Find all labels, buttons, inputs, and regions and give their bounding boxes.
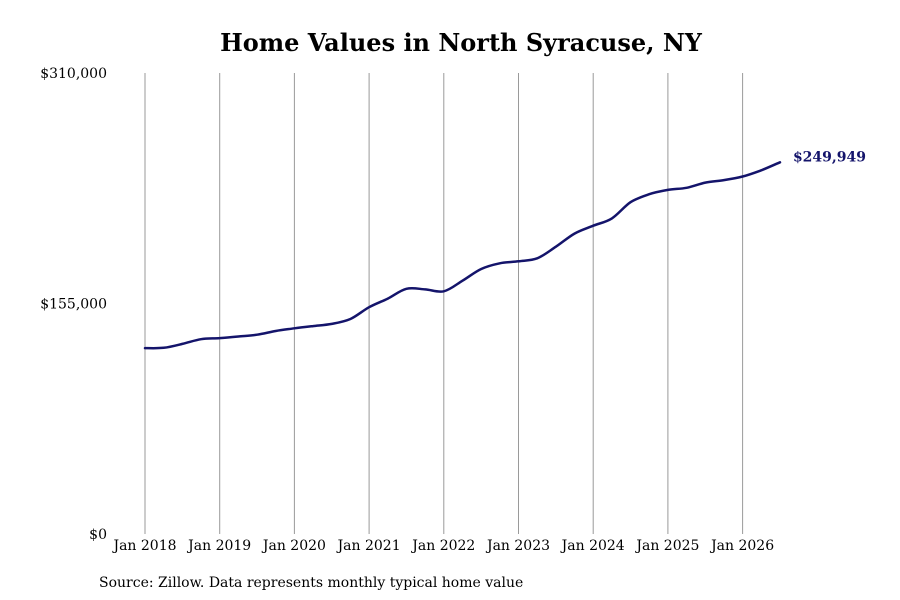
x-tick-label: Jan 2019 (186, 538, 251, 554)
x-axis-ticks: Jan 2018 Jan 2019 Jan 2020 Jan 2021 Jan 2022… (111, 538, 774, 554)
x-tick-label: Jan 2022 (410, 538, 475, 554)
y-tick-label: $155,000 (40, 297, 107, 313)
y-tick-label: $0 (89, 527, 107, 543)
y-tick-label: $310,000 (40, 66, 107, 82)
x-tick-label: Jan 2025 (634, 538, 699, 554)
series-group: $249,949 (143, 149, 866, 350)
x-tick-label: Jan 2021 (336, 538, 401, 554)
x-tick-label: Jan 2020 (261, 538, 326, 554)
x-tick-label: Jan 2026 (709, 538, 774, 554)
x-tick-label: Jan 2024 (560, 538, 625, 554)
x-tick-label: Jan 2018 (111, 538, 176, 554)
series-line (143, 161, 782, 350)
end-value-label: $249,949 (793, 149, 866, 165)
y-axis-ticks: $0 $155,000 $310,000 (40, 66, 107, 543)
x-tick-label: Jan 2023 (485, 538, 550, 554)
source-note: Source: Zillow. Data represents monthly … (99, 575, 523, 591)
chart-title: Home Values in North Syracuse, NY (220, 28, 703, 57)
gridlines (144, 73, 744, 534)
